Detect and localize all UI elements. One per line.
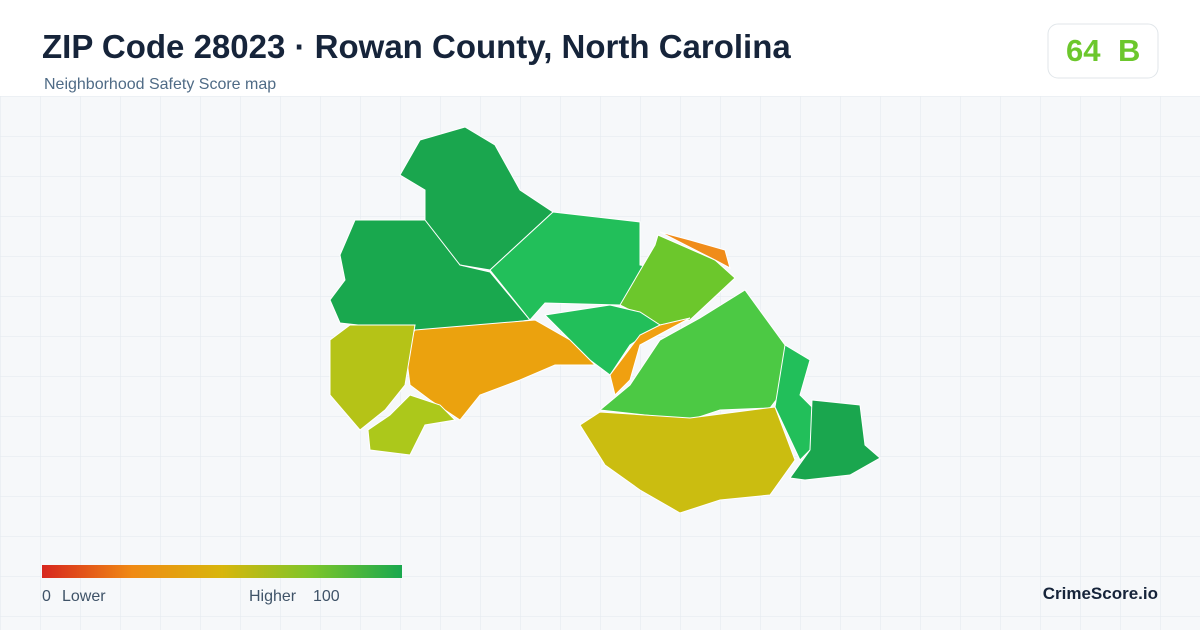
legend-max-label: Higher bbox=[249, 588, 297, 605]
region bbox=[367, 394, 457, 456]
legend-min: 0 bbox=[42, 588, 51, 605]
regions bbox=[329, 126, 881, 514]
region bbox=[789, 399, 881, 481]
title: ZIP Code 28023 · Rowan County, North Car… bbox=[42, 28, 791, 65]
region bbox=[579, 406, 796, 514]
badge-score: 64 bbox=[1066, 33, 1101, 68]
region bbox=[329, 324, 416, 431]
region bbox=[404, 319, 597, 421]
legend-min-label: Lower bbox=[62, 588, 106, 605]
brand: CrimeScore.io bbox=[1042, 584, 1158, 603]
badge-box bbox=[1047, 23, 1159, 79]
region bbox=[609, 317, 691, 396]
region bbox=[659, 231, 731, 269]
header-bg bbox=[0, 0, 1200, 96]
legend-gradient bbox=[42, 565, 402, 578]
badge-grade: B bbox=[1118, 33, 1141, 68]
subtitle: Neighborhood Safety Score map bbox=[44, 76, 277, 93]
legend-max: 100 bbox=[313, 588, 340, 605]
